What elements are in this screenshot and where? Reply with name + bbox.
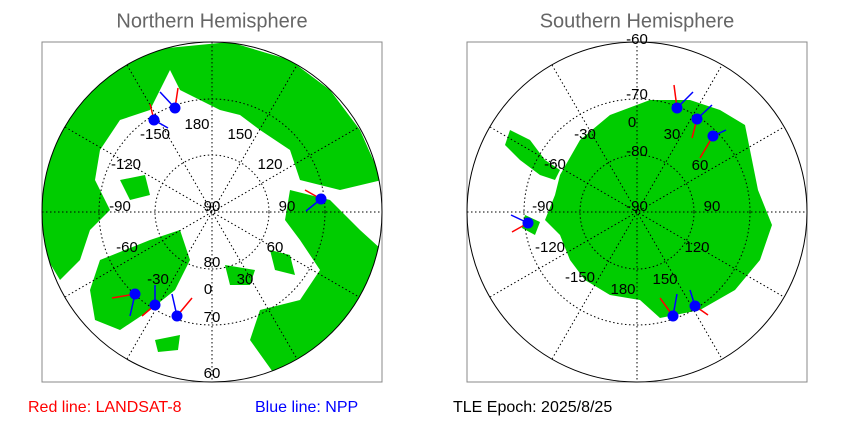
- map-label: -30: [574, 126, 596, 143]
- map-label: 180: [610, 281, 635, 298]
- south-title: Southern Hemisphere: [540, 10, 735, 32]
- map-label: -120: [111, 156, 141, 173]
- map-label: 0: [204, 281, 212, 298]
- north-map: 180 150 120 90 60 30 0 -30 -60 -90 -120 -150 90 80 70 6…: [41, 41, 383, 383]
- map-label: -90: [109, 198, 131, 215]
- map-label: 120: [257, 156, 282, 173]
- map-label: -80: [626, 143, 648, 160]
- map-label: -120: [535, 239, 565, 256]
- map-label: -70: [626, 86, 648, 103]
- north-title: Northern Hemisphere: [116, 10, 307, 32]
- map-label: 150: [652, 271, 677, 288]
- map-label: 60: [692, 157, 709, 174]
- tle-epoch: TLE Epoch: 2025/8/25: [453, 399, 612, 416]
- map-label: -60: [626, 31, 648, 48]
- south-map: -60 -70 -80 -90 0 30 60 90 120 150 180 -150-120 -90 -…: [466, 31, 808, 383]
- map-label: -90: [532, 198, 554, 215]
- map-label: 80: [204, 254, 221, 271]
- legend-red: Red line: LANDSAT-8: [28, 399, 182, 416]
- map-label: 30: [664, 126, 681, 143]
- map-label: 90: [204, 198, 221, 215]
- map-label: -150: [565, 269, 595, 286]
- map-label: 60: [204, 365, 221, 382]
- map-label: -90: [626, 198, 648, 215]
- north-passes: [111, 87, 327, 322]
- legend-blue: Blue line: NPP: [255, 399, 358, 416]
- map-label: -150: [140, 126, 170, 143]
- map-label: 90: [704, 198, 721, 215]
- map-label: 150: [227, 126, 252, 143]
- map-label: 180: [184, 116, 209, 133]
- map-label: -30: [147, 271, 169, 288]
- south-passes: [510, 84, 727, 322]
- map-label: 60: [267, 239, 284, 256]
- map-label: 70: [204, 309, 221, 326]
- map-label: -60: [544, 156, 566, 173]
- map-label: 120: [684, 239, 709, 256]
- map-label: -60: [116, 239, 138, 256]
- map-label: 0: [628, 114, 636, 131]
- map-label: 90: [279, 198, 296, 215]
- map-label: 30: [237, 271, 254, 288]
